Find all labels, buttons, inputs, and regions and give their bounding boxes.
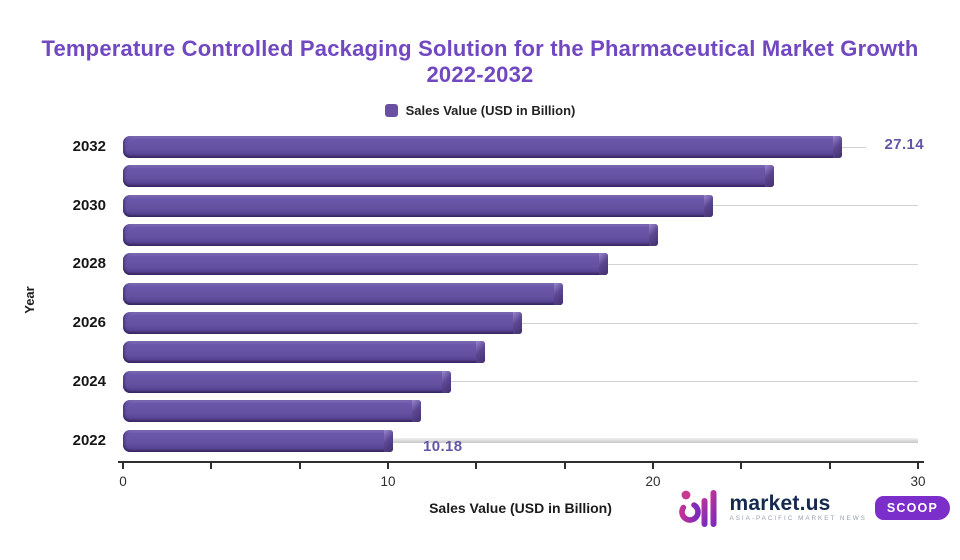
x-axis-tick-label-10: 10 [380,474,396,489]
x-axis-tick-label-0: 0 [119,474,127,489]
brand-logo: market.us ASIA-PACIFIC MARKET NEWS SCOOP [678,486,950,530]
x-axis-tick [210,461,213,469]
y-axis-tick-label-2024: 2024 [72,372,106,390]
bar-2027 [123,282,564,305]
x-axis-tick [298,461,301,469]
logo-scoop-badge: SCOOP [874,496,950,520]
x-axis-line [118,461,924,463]
x-axis-tick [828,461,831,469]
bar-2024 [123,370,452,393]
bar-2023 [123,400,421,423]
legend-label: Sales Value (USD in Billion) [405,103,576,118]
bar-2026 [123,312,523,335]
bar-2030 [123,194,714,217]
y-axis-tick-label-2026: 2026 [72,314,106,332]
x-axis-tick [475,461,478,469]
y-axis-tick-label-2030: 2030 [72,196,106,214]
legend: Sales Value (USD in Billion) [0,103,960,118]
chart-title: Temperature Controlled Packaging Solutio… [41,36,919,87]
bar-2029 [123,224,659,247]
data-label-2022: 10.18 [423,437,463,455]
x-axis-tick [387,461,389,469]
y-axis-tick-label-2028: 2028 [72,255,106,273]
data-label-2032: 27.14 [884,136,924,153]
y-axis-tick-label-2032: 2032 [72,138,106,155]
x-axis-tick [122,461,124,469]
x-axis-tick-label-20: 20 [645,474,661,489]
legend-swatch-icon [384,104,398,117]
x-axis-tick-label-30: 30 [910,474,926,489]
x-axis-tick [917,461,919,469]
bar-2025 [123,341,485,364]
x-axis-title: Sales Value (USD in Billion) [429,500,612,516]
x-axis-tick [740,461,743,469]
x-axis-tick [652,461,654,469]
logo-tagline-text: ASIA-PACIFIC MARKET NEWS [729,515,867,523]
bar-2032 [123,136,843,158]
bar-2028 [123,253,609,276]
y-axis-tick-label-2022: 2022 [72,431,106,449]
x-axis-tick [563,461,566,469]
plot-area: 27.14 10.18 [123,132,924,462]
gridline-2024 [123,381,918,383]
bar-2022 [123,429,393,452]
logo-brand-text: market.us [729,492,831,516]
marketus-logo-icon [678,490,716,527]
bar-2031 [123,165,775,188]
gridline-2022 [123,438,918,443]
